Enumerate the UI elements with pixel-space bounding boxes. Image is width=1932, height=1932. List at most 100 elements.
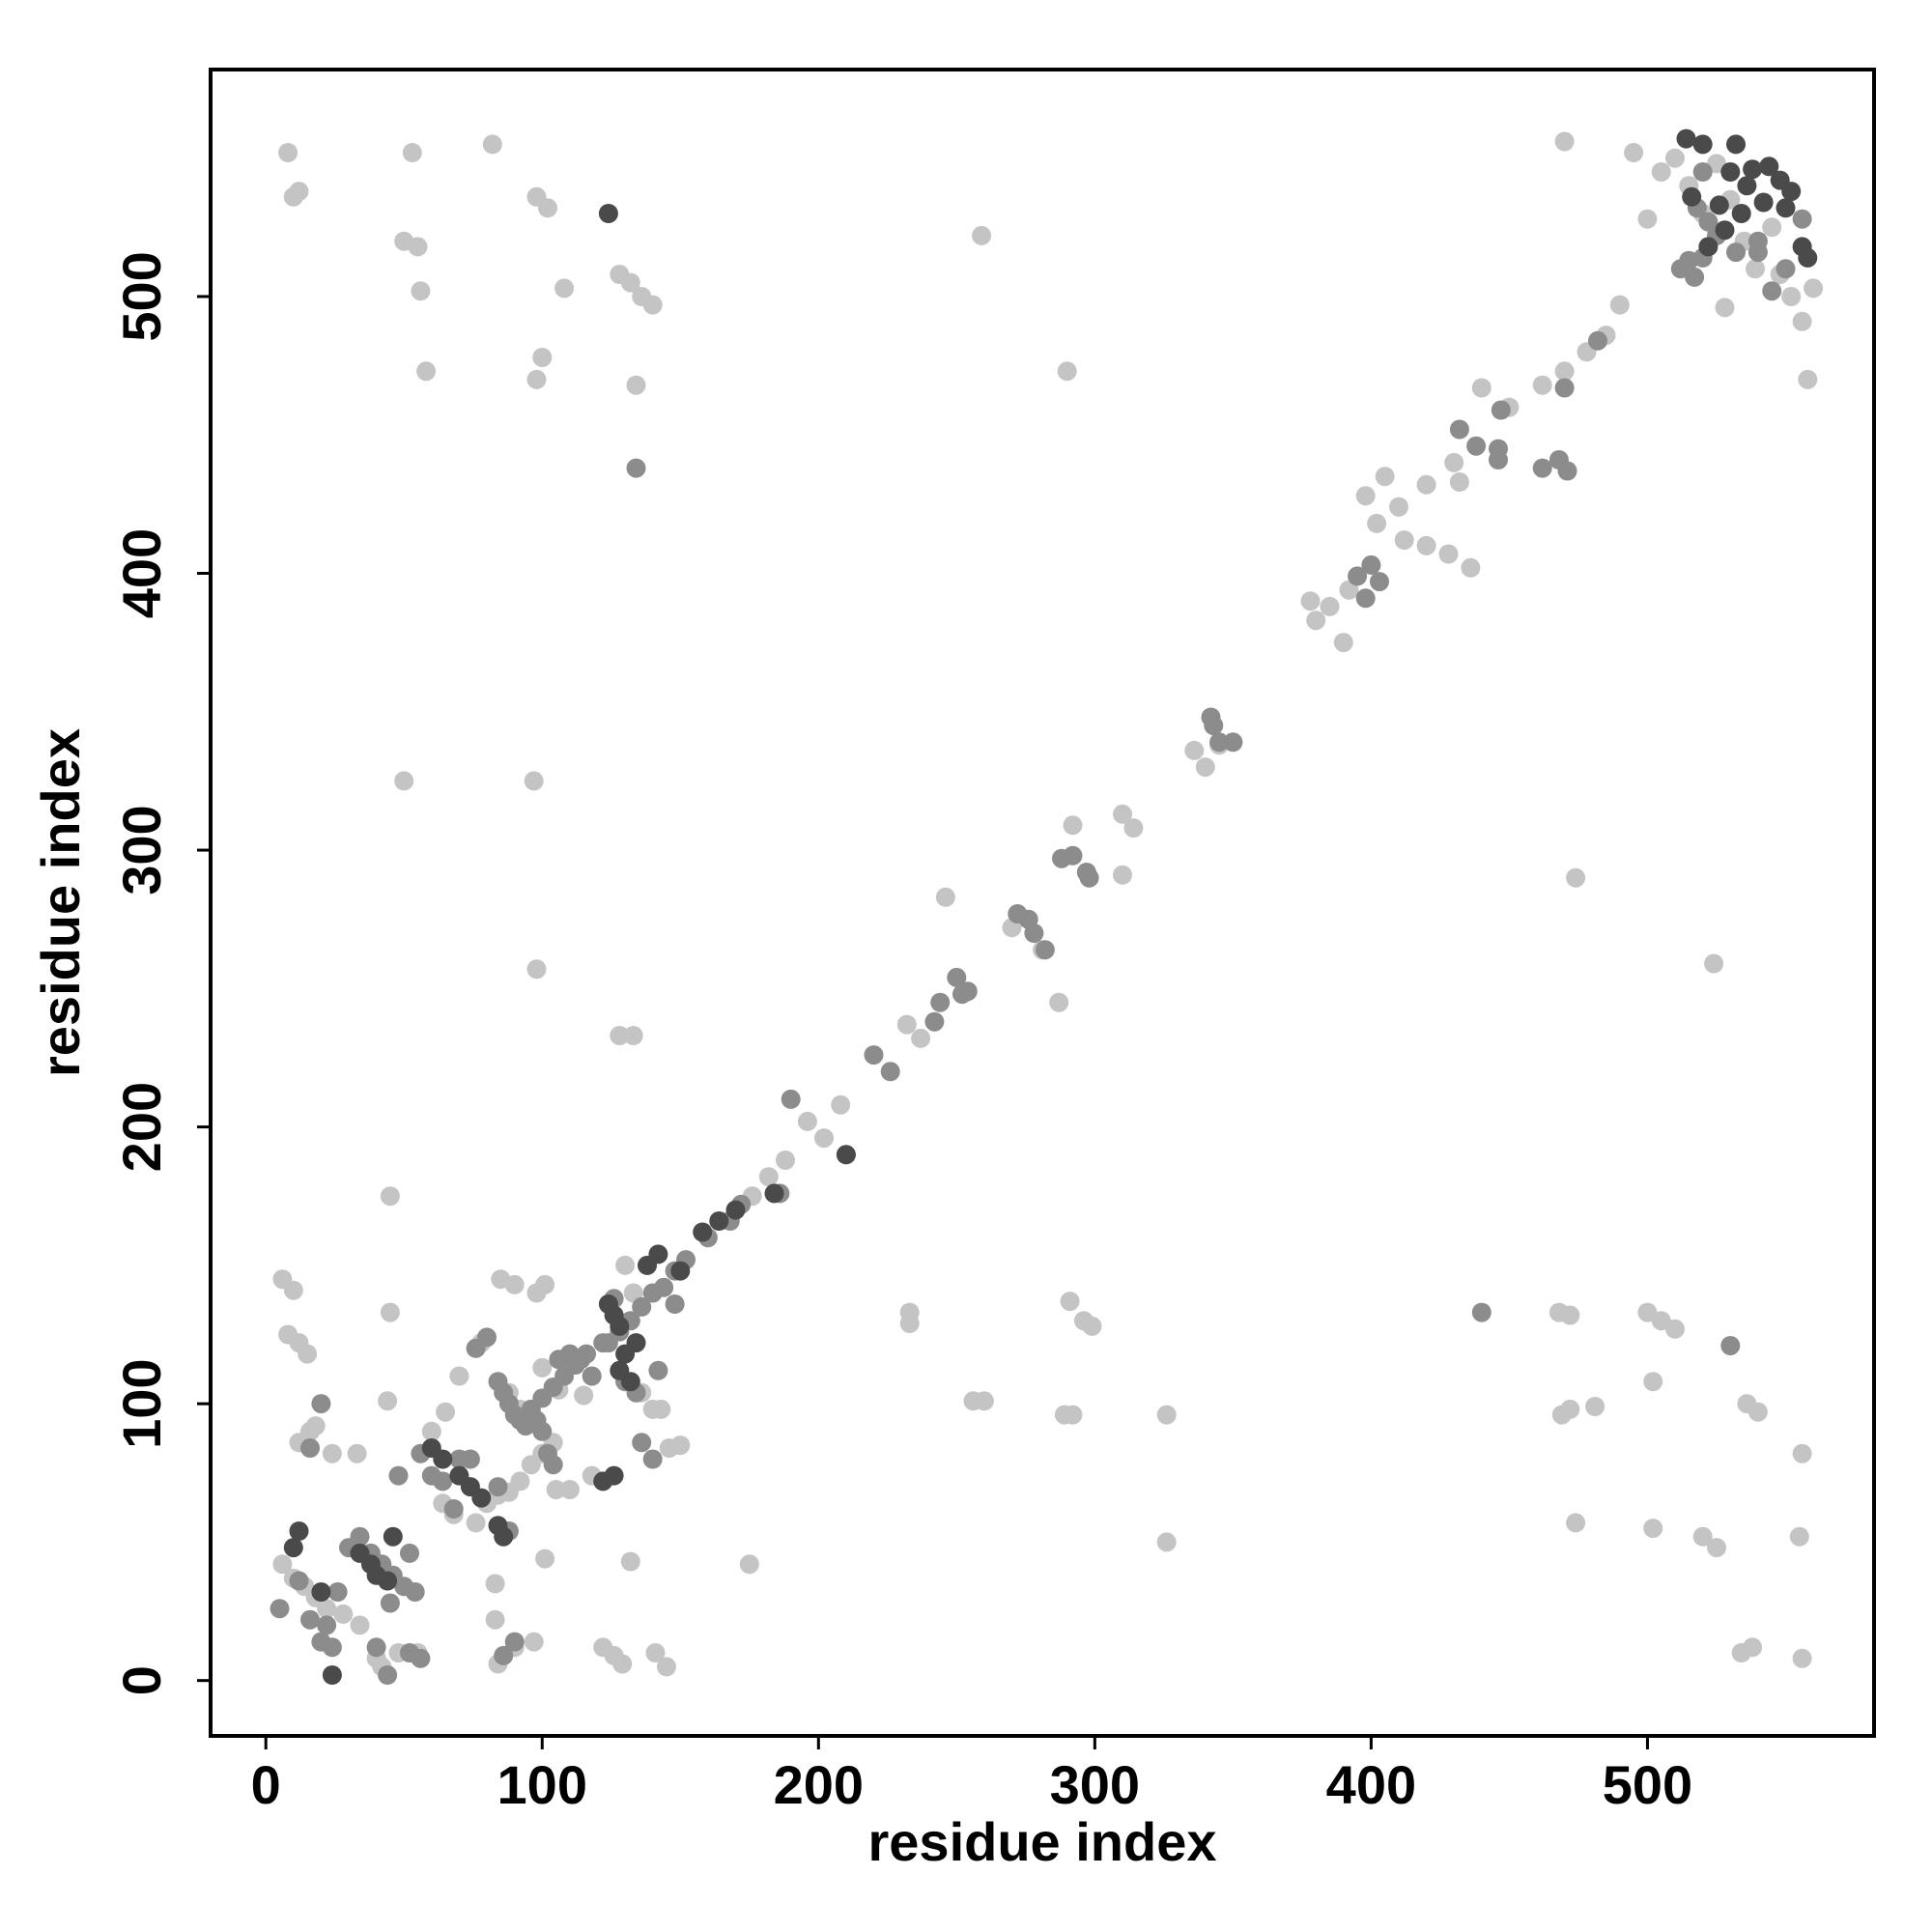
- x-tick-label: 300: [1050, 1754, 1140, 1815]
- contact-point-light: [659, 1438, 679, 1458]
- contact-point-medium: [781, 1089, 801, 1109]
- contact-point-medium: [947, 967, 967, 987]
- contact-point-medium: [593, 1333, 613, 1353]
- contact-point-light: [623, 1026, 643, 1045]
- x-tick-label: 200: [774, 1754, 864, 1815]
- contact-point-medium: [1471, 1302, 1492, 1322]
- contact-point-light: [1082, 1316, 1102, 1336]
- contact-point-dark: [615, 1344, 636, 1364]
- contact-point-light: [1156, 1405, 1177, 1425]
- contact-point-light: [278, 143, 298, 162]
- contact-point-light: [1637, 209, 1658, 229]
- contact-point-light: [1389, 497, 1408, 517]
- contact-point-light: [1560, 1399, 1580, 1419]
- contact-point-medium: [1466, 436, 1487, 456]
- scatter-points: [270, 128, 1824, 1685]
- contact-point-medium: [350, 1526, 370, 1547]
- contact-point-light: [626, 375, 646, 395]
- contact-point-medium: [494, 1645, 514, 1665]
- contact-point-light: [510, 1471, 530, 1492]
- contact-point-light: [1781, 287, 1802, 306]
- contact-point-light: [1049, 992, 1069, 1012]
- contact-point-medium: [543, 1455, 563, 1475]
- contact-point-dark: [1759, 156, 1779, 177]
- contact-point-light: [1792, 1443, 1812, 1463]
- contact-point-medium: [1449, 419, 1469, 440]
- contact-point-light: [485, 1574, 505, 1594]
- contact-point-light: [317, 1599, 337, 1619]
- contact-point-light: [1057, 361, 1077, 382]
- plot-frame: [209, 68, 1876, 1738]
- contact-point-medium: [378, 1665, 398, 1685]
- contact-point-light: [559, 1480, 580, 1499]
- contact-point-dark: [1698, 237, 1719, 257]
- contact-point-light: [532, 348, 553, 367]
- contact-point-light: [911, 1028, 931, 1048]
- contact-point-dark: [322, 1665, 342, 1685]
- contact-point-medium: [1726, 242, 1746, 263]
- contact-point-dark: [764, 1183, 784, 1204]
- contact-point-dark: [350, 1543, 370, 1563]
- contact-point-light: [283, 1280, 303, 1300]
- contact-point-dark: [1731, 204, 1751, 223]
- contact-point-light: [623, 1283, 643, 1303]
- contact-point-light: [1651, 162, 1671, 182]
- contact-point-dark: [378, 1571, 398, 1591]
- contact-point-dark: [610, 1316, 630, 1336]
- contact-point-light: [642, 295, 663, 315]
- contact-point-light: [350, 1615, 370, 1635]
- contact-point-medium: [1223, 732, 1243, 753]
- y-axis: 0 100 200 300 400 500: [111, 251, 211, 1695]
- contact-point-light: [1624, 143, 1644, 162]
- contact-point-light: [524, 1632, 544, 1652]
- contact-point-light: [615, 1255, 636, 1275]
- contact-point-light: [504, 1274, 525, 1294]
- contact-point-medium: [380, 1593, 400, 1613]
- contact-point-medium: [388, 1465, 409, 1486]
- contact-point-dark: [620, 1372, 640, 1392]
- contact-point-dark: [1798, 247, 1818, 268]
- contact-point-medium: [1554, 378, 1575, 398]
- x-tick-label: 500: [1603, 1754, 1692, 1815]
- contact-point-dark: [1753, 192, 1774, 213]
- contact-point-light: [1195, 757, 1215, 778]
- y-tick-label: 200: [111, 1082, 172, 1172]
- contact-point-medium: [1491, 400, 1511, 420]
- contact-point-light: [482, 134, 502, 155]
- contact-point-medium: [366, 1637, 386, 1658]
- contact-point-light: [1554, 361, 1575, 382]
- contact-point-light: [436, 1402, 456, 1422]
- contact-point-dark: [433, 1449, 453, 1469]
- contact-point-light: [1113, 804, 1132, 824]
- contact-point-medium: [632, 1433, 652, 1453]
- contact-point-light: [1113, 865, 1132, 885]
- contact-point-light: [1792, 1648, 1812, 1668]
- contact-point-dark: [709, 1211, 729, 1231]
- contact-point-medium: [1698, 212, 1719, 232]
- contact-point-light: [1416, 474, 1436, 495]
- contact-point-dark: [1715, 220, 1735, 241]
- contact-point-medium: [1370, 572, 1389, 592]
- contact-point-medium: [642, 1283, 663, 1303]
- contact-point-light: [1449, 472, 1469, 492]
- contact-point-light: [1692, 1526, 1713, 1547]
- contact-point-medium: [532, 1421, 553, 1441]
- contact-point-medium: [1008, 904, 1028, 923]
- contact-point-medium: [1361, 554, 1381, 575]
- contact-point-light: [1715, 298, 1735, 318]
- contact-point-light: [1156, 1532, 1177, 1552]
- contact-point-light: [899, 1314, 920, 1333]
- contact-point-light: [1063, 1405, 1083, 1425]
- contact-point-light: [1471, 378, 1492, 398]
- contact-point-dark: [1776, 198, 1796, 218]
- x-tick-label: 0: [251, 1754, 281, 1815]
- contact-point-light: [1762, 217, 1782, 238]
- contact-point-medium: [411, 1648, 431, 1668]
- y-tick-label: 100: [111, 1358, 172, 1448]
- contact-point-medium: [626, 458, 646, 478]
- contact-point-medium: [300, 1609, 320, 1630]
- x-tick-label: 400: [1326, 1754, 1416, 1815]
- contact-point-medium: [582, 1366, 602, 1386]
- contact-point-light: [612, 1654, 633, 1674]
